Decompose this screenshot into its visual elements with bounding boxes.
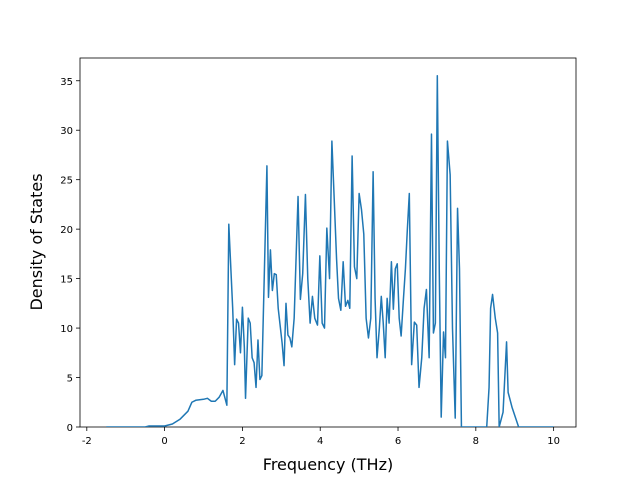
y-tick-label: 0 [67,423,73,434]
y-tick-label: 15 [60,275,73,286]
x-tick-label: 6 [395,436,401,447]
y-tick-label: 30 [60,126,73,137]
x-tick-label: 4 [317,436,323,447]
x-tick-label: 0 [161,436,167,447]
x-tick-label: -2 [82,436,92,447]
x-tick-label: 8 [473,436,479,447]
x-axis-label: Frequency (THz) [263,455,393,474]
y-axis-label: Density of States [27,173,46,310]
y-tick-label: 35 [60,77,73,88]
x-tick-label: 2 [239,436,245,447]
y-tick-label: 5 [67,374,73,385]
line-series [106,75,554,427]
y-tick-label: 10 [60,324,73,335]
x-tick-label: 10 [547,436,560,447]
y-tick-label: 25 [60,176,73,187]
y-tick-label: 20 [60,225,73,236]
axes-frame [79,57,577,428]
